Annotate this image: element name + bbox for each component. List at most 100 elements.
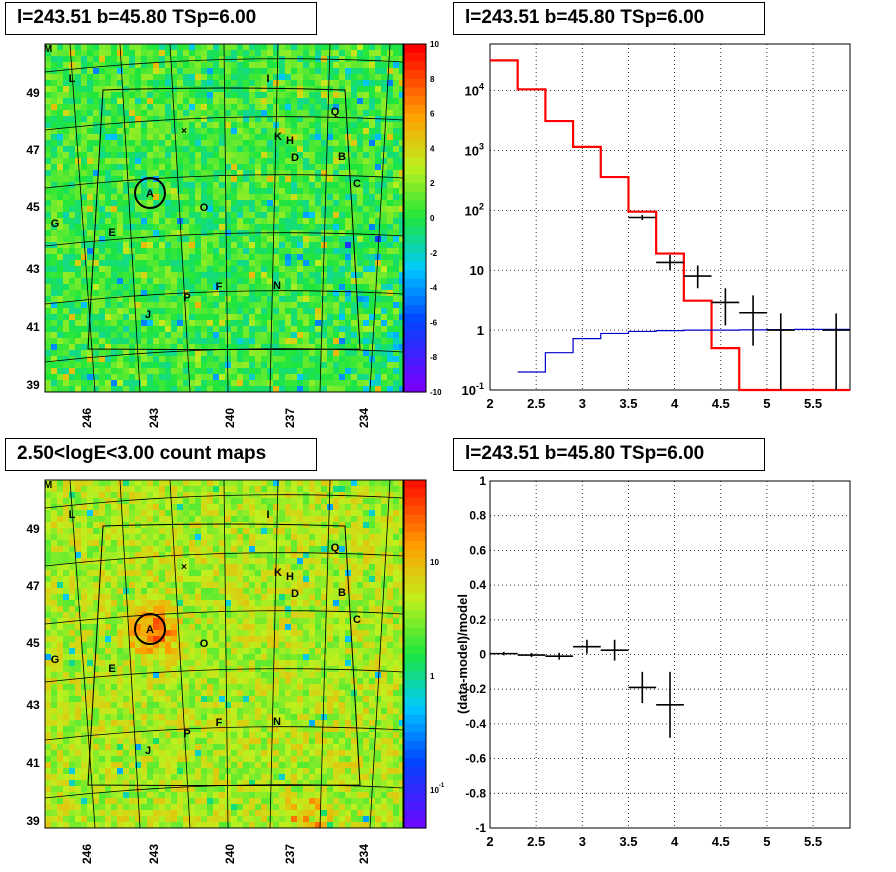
map-pixel [303, 386, 309, 392]
map-pixel [369, 314, 375, 320]
map-pixel [201, 200, 207, 206]
map-pixel [63, 522, 69, 528]
map-pixel [183, 140, 189, 146]
map-pixel [147, 122, 153, 128]
map-pixel [87, 194, 93, 200]
map-pixel [297, 374, 303, 380]
map-pixel [189, 600, 195, 606]
map-pixel [135, 492, 141, 498]
map-pixel [189, 302, 195, 308]
map-pixel [63, 182, 69, 188]
map-pixel [303, 194, 309, 200]
map-pixel [393, 332, 399, 338]
map-pixel [165, 92, 171, 98]
map-pixel [57, 362, 63, 368]
map-pixel [327, 350, 333, 356]
map-pixel [339, 546, 345, 552]
map-pixel [291, 594, 297, 600]
map-pixel [231, 104, 237, 110]
map-pixel [255, 534, 261, 540]
map-pixel [399, 122, 403, 128]
map-pixel [45, 74, 51, 80]
map-pixel [51, 206, 57, 212]
map-pixel [237, 362, 243, 368]
map-pixel [189, 296, 195, 302]
map-pixel [267, 266, 273, 272]
map-pixel [69, 612, 75, 618]
map-pixel [321, 588, 327, 594]
map-pixel [309, 104, 315, 110]
colorbar-swatch [404, 104, 426, 115]
map-pixel [381, 86, 387, 92]
map-pixel [213, 504, 219, 510]
map-pixel [363, 218, 369, 224]
map-pixel [201, 558, 207, 564]
map-pixel [57, 480, 63, 486]
map-pixel [315, 248, 321, 254]
map-pixel [225, 528, 231, 534]
map-pixel [267, 146, 273, 152]
map-pixel [213, 344, 219, 350]
map-pixel [303, 606, 309, 612]
map-pixel [87, 600, 93, 606]
map-pixel [147, 308, 153, 314]
map-pixel [177, 534, 183, 540]
map-pixel [357, 504, 363, 510]
map-pixel [171, 320, 177, 326]
map-pixel [171, 374, 177, 380]
map-pixel [81, 362, 87, 368]
map-pixel [135, 314, 141, 320]
map-pixel [183, 570, 189, 576]
map-pixel [357, 558, 363, 564]
map-pixel [159, 176, 165, 182]
map-pixel [135, 332, 141, 338]
map-pixel [153, 194, 159, 200]
map-pixel [237, 254, 243, 260]
map-pixel [129, 534, 135, 540]
map-pixel [45, 504, 51, 510]
map-pixel [105, 486, 111, 492]
map-pixel [255, 498, 261, 504]
map-pixel [51, 368, 57, 374]
map-pixel [195, 254, 201, 260]
map-pixel [75, 110, 81, 116]
map-pixel [369, 110, 375, 116]
map-pixel [177, 570, 183, 576]
map-pixel [399, 480, 403, 486]
map-pixel [189, 582, 195, 588]
map-pixel [243, 212, 249, 218]
map-pixel [159, 320, 165, 326]
map-pixel [99, 296, 105, 302]
map-pixel [45, 92, 51, 98]
map-pixel [195, 74, 201, 80]
map-pixel [51, 344, 57, 350]
map-pixel [279, 74, 285, 80]
map-pixel [309, 564, 315, 570]
map-pixel [207, 224, 213, 230]
map-pixel [327, 152, 333, 158]
map-pixel [225, 612, 231, 618]
map-pixel [51, 516, 57, 522]
map-pixel [291, 266, 297, 272]
map-pixel [165, 552, 171, 558]
map-pixel [243, 152, 249, 158]
map-pixel [171, 176, 177, 182]
map-pixel [333, 254, 339, 260]
map-pixel [321, 386, 327, 392]
map-pixel [267, 290, 273, 296]
map-pixel [225, 74, 231, 80]
map-pixel [201, 62, 207, 68]
map-pixel [399, 218, 403, 224]
map-pixel [105, 570, 111, 576]
map-pixel [135, 326, 141, 332]
map-pixel [219, 510, 225, 516]
map-pixel [147, 56, 153, 62]
map-pixel [99, 80, 105, 86]
map-pixel [99, 386, 105, 392]
map-pixel [135, 158, 141, 164]
map-pixel [321, 528, 327, 534]
map-pixel [267, 498, 273, 504]
map-pixel [99, 140, 105, 146]
map-pixel [141, 224, 147, 230]
map-pixel [375, 176, 381, 182]
